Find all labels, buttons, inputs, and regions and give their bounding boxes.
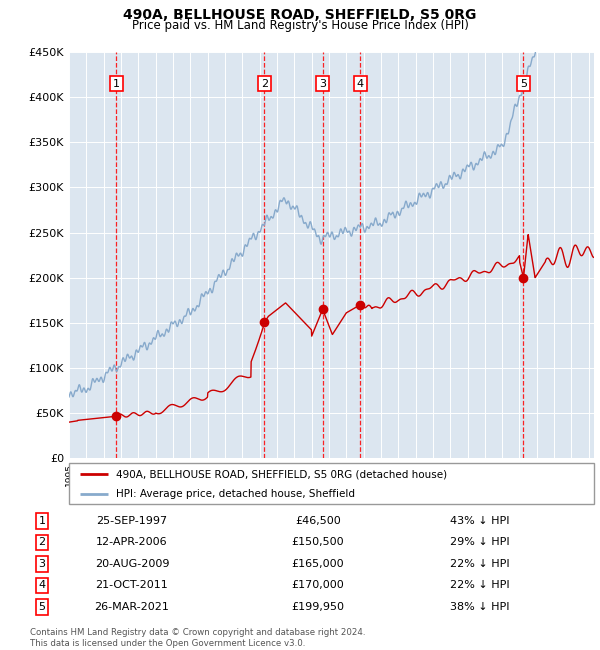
Text: 490A, BELLHOUSE ROAD, SHEFFIELD, S5 0RG: 490A, BELLHOUSE ROAD, SHEFFIELD, S5 0RG xyxy=(124,8,476,22)
Text: £46,500: £46,500 xyxy=(295,516,341,526)
Text: 20-AUG-2009: 20-AUG-2009 xyxy=(95,559,169,569)
Text: Contains HM Land Registry data © Crown copyright and database right 2024.
This d: Contains HM Land Registry data © Crown c… xyxy=(30,628,365,647)
Text: 5: 5 xyxy=(520,79,527,88)
Text: 25-SEP-1997: 25-SEP-1997 xyxy=(97,516,167,526)
Text: 29% ↓ HPI: 29% ↓ HPI xyxy=(450,538,510,547)
Text: £165,000: £165,000 xyxy=(292,559,344,569)
Text: 3: 3 xyxy=(38,559,46,569)
Text: 1: 1 xyxy=(38,516,46,526)
Text: 4: 4 xyxy=(38,580,46,590)
Text: 1: 1 xyxy=(113,79,120,88)
Text: Price paid vs. HM Land Registry's House Price Index (HPI): Price paid vs. HM Land Registry's House … xyxy=(131,20,469,32)
Text: 22% ↓ HPI: 22% ↓ HPI xyxy=(450,559,510,569)
Text: 12-APR-2006: 12-APR-2006 xyxy=(96,538,168,547)
Text: 2: 2 xyxy=(38,538,46,547)
Text: 5: 5 xyxy=(38,602,46,612)
Text: 26-MAR-2021: 26-MAR-2021 xyxy=(95,602,169,612)
Text: HPI: Average price, detached house, Sheffield: HPI: Average price, detached house, Shef… xyxy=(116,489,355,499)
Text: 22% ↓ HPI: 22% ↓ HPI xyxy=(450,580,510,590)
Text: 490A, BELLHOUSE ROAD, SHEFFIELD, S5 0RG (detached house): 490A, BELLHOUSE ROAD, SHEFFIELD, S5 0RG … xyxy=(116,469,448,479)
Text: 4: 4 xyxy=(356,79,364,88)
Text: 43% ↓ HPI: 43% ↓ HPI xyxy=(450,516,510,526)
Text: 3: 3 xyxy=(319,79,326,88)
Text: 2: 2 xyxy=(261,79,268,88)
Text: 38% ↓ HPI: 38% ↓ HPI xyxy=(450,602,510,612)
Text: £170,000: £170,000 xyxy=(292,580,344,590)
Text: 21-OCT-2011: 21-OCT-2011 xyxy=(95,580,169,590)
Text: £199,950: £199,950 xyxy=(292,602,344,612)
Text: £150,500: £150,500 xyxy=(292,538,344,547)
